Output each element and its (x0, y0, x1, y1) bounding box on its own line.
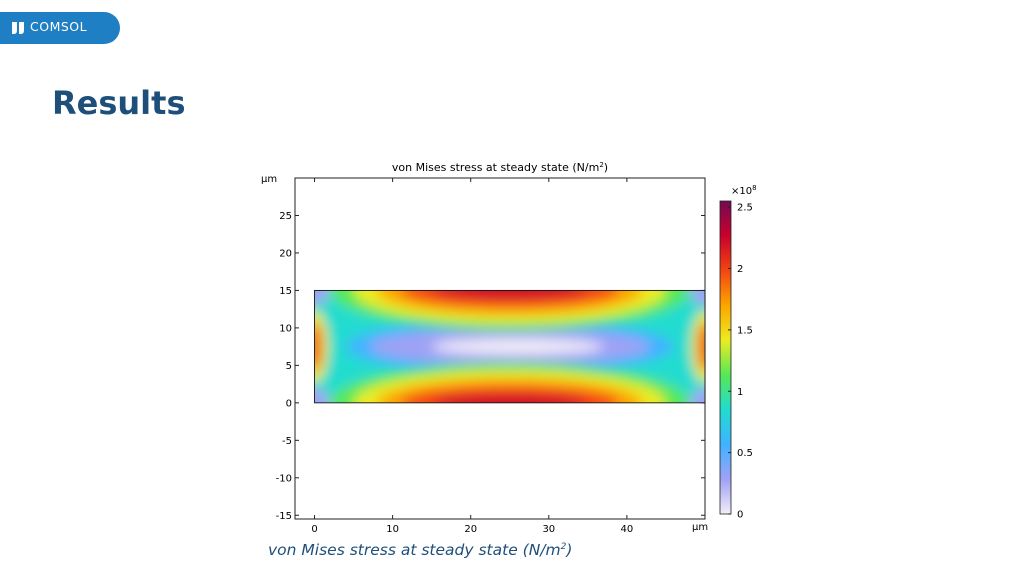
x-tick-label: 20 (464, 524, 477, 535)
comsol-logo-text: COMSOL (30, 19, 88, 34)
y-tick-label: -15 (276, 511, 292, 522)
colorbar-tick-label: 2.5 (737, 203, 753, 214)
y-tick-label: 25 (279, 211, 292, 222)
stress-field (314, 290, 705, 403)
y-tick-label: 0 (286, 398, 292, 409)
colorbar-multiplier: ×108 (731, 184, 757, 197)
colorbar-tick-label: 2 (737, 264, 743, 275)
x-axis-unit: µm (692, 522, 708, 533)
colorbar-tick-label: 0.5 (737, 448, 753, 459)
y-tick-label: 5 (286, 361, 292, 372)
x-tick-label: 30 (542, 524, 555, 535)
slide-title: Results (52, 84, 186, 122)
x-tick-label: 40 (621, 524, 634, 535)
colorbar-tick-label: 0 (737, 510, 743, 521)
y-tick-label: 20 (279, 248, 292, 259)
figure-caption: von Mises stress at steady state (N/m2) (268, 541, 573, 559)
y-tick-label: 15 (279, 286, 292, 297)
y-tick-label: -5 (282, 436, 292, 447)
x-tick-label: 10 (386, 524, 399, 535)
colorbar (719, 200, 732, 515)
y-tick-label: -10 (276, 473, 292, 484)
domain-outline (314, 289, 706, 404)
y-axis: -15 -10 -5 0 5 10 15 20 25 (276, 211, 705, 522)
plot-title: von Mises stress at steady state (N/m2) (392, 161, 608, 174)
x-axis: 0 10 20 30 40 (311, 178, 633, 535)
x-tick-label: 0 (311, 524, 317, 535)
colorbar-ticks: 0 0.5 1 1.5 2 2.5 (728, 203, 753, 521)
y-tick-label: 10 (279, 323, 292, 334)
comsol-logo: COMSOL (0, 12, 120, 44)
colorbar-tick-label: 1 (737, 387, 743, 398)
comsol-logo-icon (12, 22, 24, 34)
y-axis-unit: µm (261, 174, 277, 185)
colorbar-tick-label: 1.5 (737, 325, 753, 336)
